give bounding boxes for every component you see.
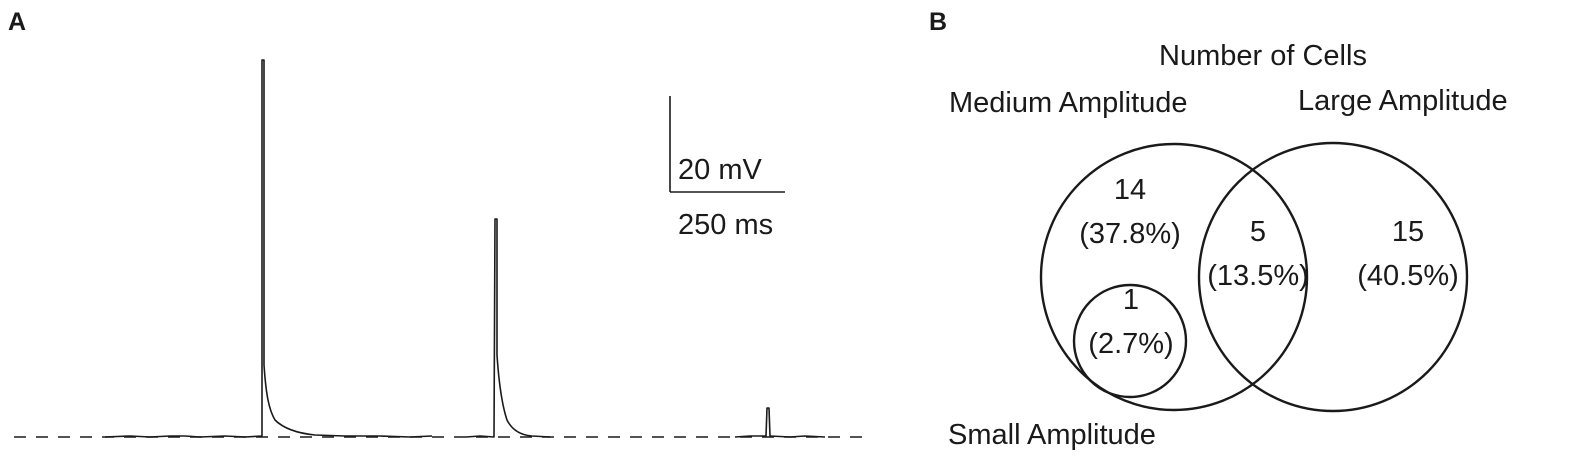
venn-title: Number of Cells [1159, 40, 1367, 72]
overlap-percent: (13.5%) [1207, 260, 1309, 292]
membrane-potential-trace [104, 59, 826, 438]
large-only-count: 15 [1392, 216, 1424, 248]
small-amplitude-circle [1072, 283, 1188, 399]
panel-b: B Number of Cells Medium Amplitude Large… [929, 8, 1508, 451]
panel-b-label: B [929, 8, 947, 36]
small-amplitude-set-label: Small Amplitude [948, 419, 1156, 451]
overlap-count: 5 [1250, 216, 1266, 248]
large-amplitude-circle [1197, 141, 1469, 413]
voltage-scale-label: 20 mV [678, 154, 762, 186]
medium-only-count: 14 [1114, 174, 1146, 206]
small-percent: (2.7%) [1088, 328, 1173, 360]
medium-amplitude-set-label: Medium Amplitude [949, 87, 1188, 119]
medium-only-percent: (37.8%) [1079, 218, 1181, 250]
large-amplitude-set-label: Large Amplitude [1298, 85, 1508, 117]
panel-a-label: A [8, 8, 26, 36]
panel-a: A 20 mV 250 ms [8, 8, 862, 438]
medium-amplitude-circle [1039, 142, 1309, 412]
small-count: 1 [1123, 284, 1139, 316]
large-only-percent: (40.5%) [1357, 260, 1459, 292]
time-scale-label: 250 ms [678, 209, 773, 241]
